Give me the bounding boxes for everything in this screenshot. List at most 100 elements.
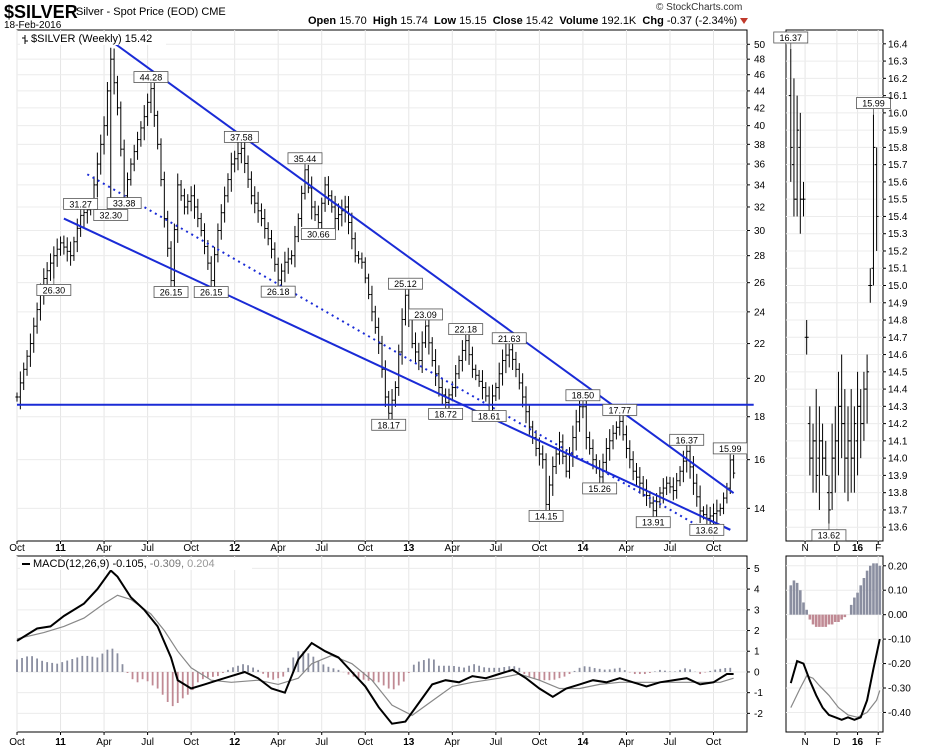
price-low-callout-text: 26.15	[200, 288, 223, 298]
price-high-callout-box	[408, 308, 443, 321]
macd-histogram-bar	[166, 671, 169, 702]
zoom-macd-histogram-bar	[830, 614, 834, 625]
volume-label: Volume	[559, 15, 599, 27]
x-tick-label: Apr	[270, 543, 286, 554]
x-tick-label: 14	[577, 543, 589, 554]
main-price-panel-frame	[16, 29, 748, 542]
y-tick-label: 15.0	[888, 281, 908, 292]
price-low-callout-text: 32.30	[99, 211, 122, 221]
zoom-macd-histogram-bar	[795, 582, 799, 615]
exchange-text: CME	[201, 6, 226, 18]
zoom-macd-histogram-bar	[818, 614, 821, 627]
macd-histogram-bar	[56, 663, 59, 672]
macd-histogram-bar	[689, 669, 691, 672]
macd-legend-histogram: 0.204	[187, 558, 215, 570]
macd-histogram-bar	[648, 671, 651, 673]
y-tick-label: 16.4	[888, 39, 908, 50]
y-tick-label: 15.4	[888, 212, 908, 223]
macd-histogram-bar	[312, 656, 315, 672]
price-low-callout-box	[193, 286, 229, 298]
macd-histogram-bar	[719, 668, 722, 672]
price-low-callout-text: 26.30	[43, 285, 66, 295]
x-tick-label: Oct	[532, 543, 548, 554]
zoom-macd-histogram-bar	[814, 614, 818, 627]
macd-histogram-bar	[41, 660, 44, 672]
chg-label: Chg	[642, 15, 664, 27]
macd-histogram-bar	[126, 671, 129, 673]
macd-histogram-bar	[427, 658, 430, 672]
x-tick-label: Oct	[357, 737, 373, 748]
y-tick-label: 36	[754, 160, 766, 171]
macd-histogram-bar	[91, 656, 94, 672]
price-high-callout-box	[133, 71, 169, 83]
macd-histogram-bar	[613, 668, 616, 672]
zoom-macd-line	[789, 638, 881, 721]
macd-histogram-bar	[262, 671, 265, 674]
price-low-callout-box	[153, 286, 189, 298]
low-label: Low	[434, 15, 457, 27]
macd-histogram-bar	[337, 669, 340, 672]
x-tick-label: Oct	[706, 737, 722, 748]
macd-histogram-bar	[247, 665, 249, 672]
price-low-callout-box	[471, 410, 507, 422]
zoom-macd-histogram-bar	[853, 597, 856, 615]
y-tick-label: 0	[754, 667, 760, 678]
macd-histogram-bar	[654, 671, 656, 672]
y-tick-label: 14.9	[888, 298, 908, 309]
price-low-callout-text: 15.26	[588, 484, 611, 494]
y-tick-label: 4	[754, 585, 760, 596]
macd-histogram-bar	[538, 671, 541, 681]
y-tick-label: 14	[754, 504, 766, 515]
macd-histogram-bar	[121, 664, 124, 672]
legend-bg	[20, 33, 166, 45]
macd-histogram-bar	[643, 671, 646, 675]
macd-histogram-bar	[277, 671, 280, 679]
y-tick-label: 3	[754, 605, 760, 616]
price-low-callout-text: 18.17	[377, 420, 400, 430]
macd-histogram-bar	[181, 671, 184, 699]
zoom-macd-histogram-bar	[872, 563, 875, 615]
macd-histogram-bar	[222, 671, 224, 673]
price-low-callout-box	[36, 284, 72, 296]
macd-histogram-bar	[669, 671, 671, 672]
macd-legend: MACD(12,26,9) -0.105, -0.309, 0.204	[33, 558, 215, 570]
x-tick-label: Oct	[9, 737, 25, 748]
macd-histogram-bar	[528, 671, 531, 678]
macd-signal-line	[16, 594, 734, 717]
macd-histogram-bar	[433, 659, 435, 672]
zoom-macd-histogram-bar	[789, 585, 793, 615]
macd-histogram-bar	[387, 671, 390, 689]
y-tick-label: 16.2	[888, 74, 908, 85]
macd-histogram-bar	[603, 669, 606, 672]
macd-histogram-bar	[623, 670, 626, 672]
y-tick-label: -2	[754, 709, 763, 720]
macd-histogram-bar	[488, 667, 491, 672]
zoom-high-callout-box	[856, 97, 891, 109]
macd-histogram-bar	[282, 671, 285, 677]
zoom-high-callout-box	[773, 31, 809, 44]
y-tick-label: 40	[754, 121, 766, 132]
macd-histogram-bar	[513, 666, 516, 672]
price-low-callout-box	[528, 510, 564, 522]
price-high-callout-text: 18.50	[572, 391, 595, 401]
macd-histogram-bar	[618, 667, 621, 672]
y-tick-label: 16	[754, 455, 766, 466]
y-tick-label: 32	[754, 202, 766, 213]
zoom-low-callout-text: 13.62	[818, 531, 841, 541]
macd-histogram-bar	[151, 671, 154, 686]
y-tick-label: 18	[754, 412, 766, 423]
y-tick-label: 20	[754, 374, 766, 385]
y-tick-label: 14.6	[888, 350, 908, 361]
y-tick-label: 30	[754, 226, 766, 237]
low-value: 15.15	[459, 15, 487, 27]
macd-histogram-bar	[171, 671, 174, 707]
y-tick-label: 15.8	[888, 143, 908, 154]
zoom-macd-histogram-bar	[868, 565, 872, 615]
y-tick-label: 15.9	[888, 126, 908, 137]
macd-histogram-bar	[257, 669, 260, 672]
macd-legend-bg	[20, 558, 252, 570]
high-label: High	[372, 15, 398, 27]
price-high-callout-text: 15.99	[719, 444, 742, 454]
zoom-macd-histogram-bar	[843, 614, 847, 618]
y-tick-label: 14.3	[888, 402, 908, 413]
